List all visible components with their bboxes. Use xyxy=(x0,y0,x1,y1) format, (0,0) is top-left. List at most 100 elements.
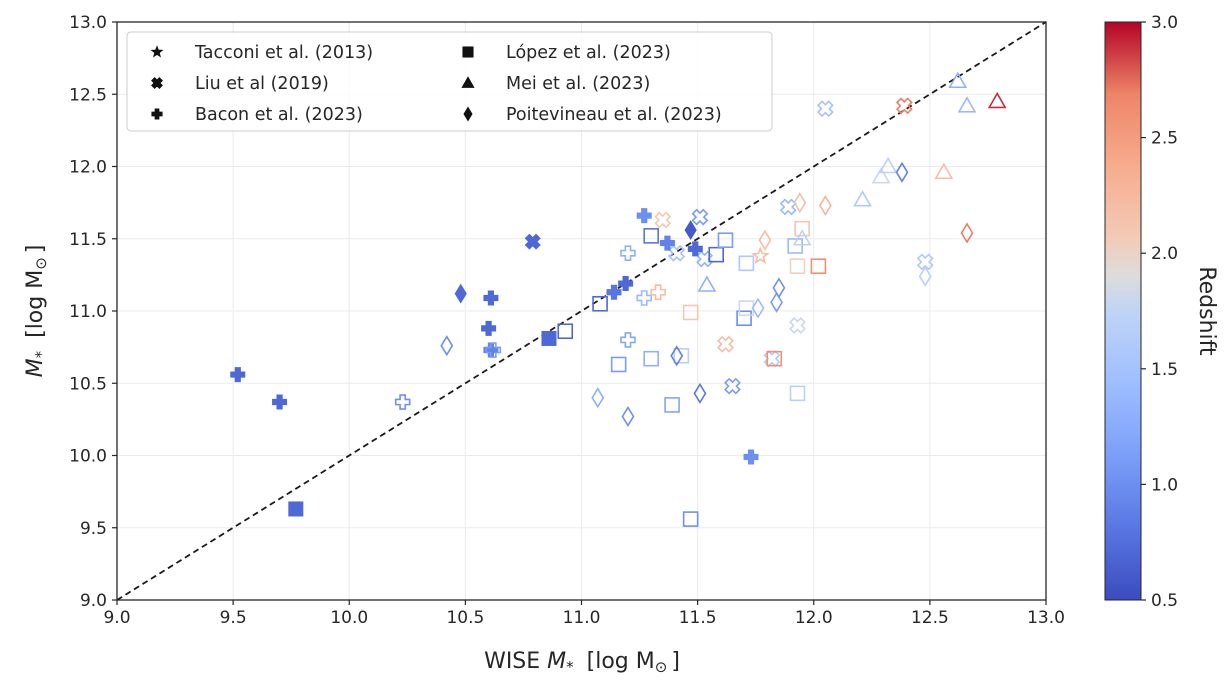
diamond-data-point xyxy=(454,283,467,304)
legend-label: Liu et al (2019) xyxy=(195,74,329,94)
x-axis-label: WISE M* [log M⊙] xyxy=(484,649,680,678)
colorbar-tick-label: 2.5 xyxy=(1151,129,1178,149)
colorbar-tick-label: 1.5 xyxy=(1151,360,1178,380)
square-data-point xyxy=(610,356,627,373)
square-data-point xyxy=(810,258,827,275)
plus-data-point xyxy=(636,208,652,224)
x-tick-label: 9.5 xyxy=(220,608,247,628)
square-data-point xyxy=(794,220,810,237)
plus-data-point xyxy=(743,449,759,465)
colorbar-tick-label: 1.0 xyxy=(1151,475,1178,495)
diamond-data-point xyxy=(684,220,697,241)
cross-data-point xyxy=(779,198,797,216)
legend-star-icon xyxy=(150,45,164,58)
cross-data-point xyxy=(916,253,934,271)
square-data-point xyxy=(738,255,755,272)
plus-data-point xyxy=(485,342,502,358)
square-data-point xyxy=(557,323,574,340)
y-tick-label: 11.5 xyxy=(69,230,107,250)
triangle-data-point xyxy=(934,162,954,180)
x-tick-label: 12.5 xyxy=(911,608,949,628)
legend-label: Mei et al. (2023) xyxy=(506,74,650,94)
square-data-point xyxy=(708,246,725,263)
legend-cross-icon xyxy=(151,77,163,89)
square-data-point xyxy=(288,501,304,517)
y-tick-label: 12.0 xyxy=(69,158,107,178)
plus-data-point xyxy=(620,332,636,348)
cross-data-point xyxy=(691,208,709,226)
legend-label: López et al. (2023) xyxy=(506,43,671,63)
data-points xyxy=(230,71,1007,527)
x-tick-label: 11.5 xyxy=(679,608,717,628)
triangle-data-point xyxy=(987,91,1007,109)
y-tick-label: 11.0 xyxy=(69,302,107,322)
cross-data-point xyxy=(717,335,734,353)
legend-box xyxy=(126,31,773,132)
legend-square-icon xyxy=(462,46,474,58)
colorbar-gradient xyxy=(1104,21,1142,601)
triangle-data-point xyxy=(697,275,717,292)
plus-data-point xyxy=(606,284,622,300)
diamond-data-point xyxy=(818,194,832,217)
plus-data-point xyxy=(394,394,411,410)
cross-data-point xyxy=(895,97,913,115)
x-tick-label: 11.0 xyxy=(563,608,601,628)
square-data-point xyxy=(643,350,659,367)
star-data-point xyxy=(751,246,770,264)
diamond-data-point xyxy=(895,161,909,183)
legend-label: Tacconi et al. (2013) xyxy=(194,43,373,63)
y-axis-ticks: 9.0 9.5 10.0 10.5 11.0 11.5 12.0 12.5 13.0 xyxy=(69,13,117,611)
y-tick-label: 10.5 xyxy=(69,374,107,394)
x-tick-label: 13.0 xyxy=(1027,608,1065,628)
plus-data-point xyxy=(636,290,653,306)
square-data-point xyxy=(717,232,734,248)
square-data-point xyxy=(787,238,803,254)
plus-data-point xyxy=(230,367,246,383)
diamond-data-point xyxy=(758,229,772,251)
colorbar-tick-label: 0.5 xyxy=(1151,591,1178,611)
square-data-point xyxy=(673,347,690,364)
square-data-point xyxy=(789,385,806,402)
colorbar: 0.5 1.0 1.5 2.0 2.5 3.0 Redshift xyxy=(1104,13,1219,611)
one-to-one-line xyxy=(116,21,1047,601)
y-tick-label: 10.0 xyxy=(69,447,107,467)
diamond-data-point xyxy=(772,277,786,299)
x-axis-ticks: 9.0 9.5 10.0 10.5 11.0 11.5 12.0 12.5 13.0 xyxy=(103,600,1065,628)
cross-data-point xyxy=(789,317,806,334)
y-tick-label: 12.5 xyxy=(69,85,107,105)
triangle-data-point xyxy=(957,96,977,113)
triangle-data-point xyxy=(792,229,812,246)
square-data-point xyxy=(664,397,680,413)
square-data-point xyxy=(643,228,659,244)
plus-data-point xyxy=(650,284,666,301)
cross-data-point xyxy=(724,377,741,395)
x-tick-label: 10.5 xyxy=(446,608,484,628)
triangle-data-point xyxy=(871,167,891,184)
y-tick-label: 13.0 xyxy=(69,13,107,33)
square-data-point xyxy=(789,258,806,275)
square-data-point xyxy=(541,330,557,346)
legend-label: Poitevineau et al. (2023) xyxy=(506,105,722,125)
diamond-data-point xyxy=(621,405,635,428)
triangle-data-point xyxy=(853,190,872,207)
colorbar-label: Redshift xyxy=(1194,266,1219,356)
plus-data-point xyxy=(659,235,675,251)
triangle-data-point xyxy=(948,71,968,89)
colorbar-tick-label: 3.0 xyxy=(1151,13,1178,33)
diamond-data-point xyxy=(440,335,454,357)
square-data-point xyxy=(682,511,699,527)
triangle-data-point xyxy=(878,156,898,174)
square-data-point xyxy=(592,295,608,312)
plus-data-point xyxy=(618,276,634,292)
colorbar-tick-label: 2.0 xyxy=(1151,244,1178,264)
plus-data-point xyxy=(272,394,288,410)
diamond-data-point xyxy=(960,222,974,244)
diamond-data-point xyxy=(670,345,684,367)
x-tick-label: 12.0 xyxy=(795,608,833,628)
diamond-data-point xyxy=(591,387,605,409)
square-data-point xyxy=(766,350,783,367)
diamond-data-point xyxy=(770,291,784,313)
cross-data-point xyxy=(816,100,834,118)
plus-data-point xyxy=(687,241,703,257)
